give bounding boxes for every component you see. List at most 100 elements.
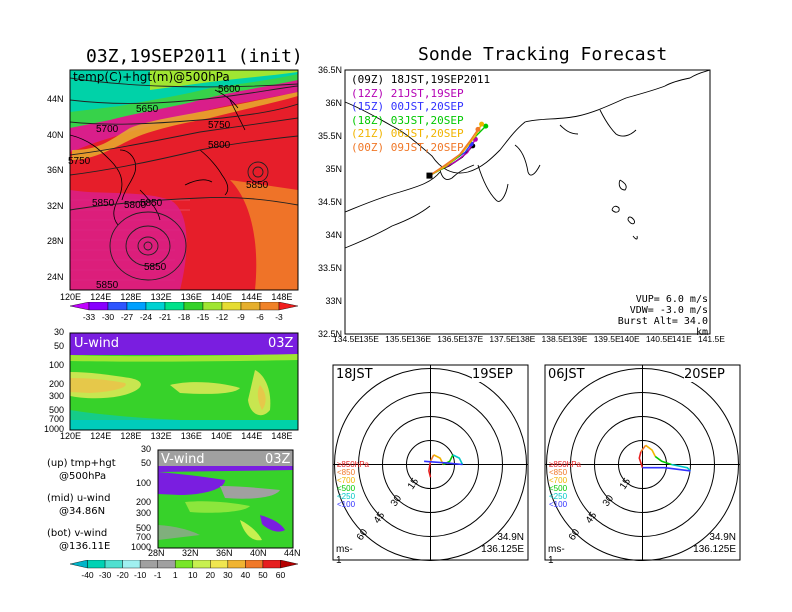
- contour-label: 5850: [92, 198, 115, 209]
- hodograph-unit: ms-1: [548, 544, 565, 566]
- track-lon-tick: 137.5E: [489, 334, 517, 344]
- colorbar-label: -1: [154, 570, 162, 580]
- colorbar-label: -12: [216, 312, 229, 322]
- pressure-legend-entry: <850: [337, 468, 356, 477]
- uwind-x-tick: 136E: [180, 431, 202, 441]
- contour-label: 5750: [208, 120, 231, 131]
- hodograph-unit: ms-1: [336, 544, 353, 566]
- legend-line: @34.86N: [59, 506, 106, 517]
- uwind-x-tick: 128E: [120, 431, 142, 441]
- colorbar-label: -18: [178, 312, 191, 322]
- hodograph-lon: 136.125E: [693, 544, 736, 555]
- hodograph-trace: [424, 460, 463, 466]
- contour-label: 5750: [68, 156, 91, 167]
- track-legend-entry: (09Z) 18JST,19SEP2011: [351, 73, 491, 86]
- legend-line: (up) tmp+hgt: [47, 458, 116, 469]
- colorbar-label: 20: [206, 570, 216, 580]
- track-param: VUP= 6.0 m/s: [635, 294, 708, 305]
- colorbar-label: -24: [140, 312, 153, 322]
- contour-label: 5700: [96, 124, 119, 135]
- pressure-legend-entry: <850: [549, 468, 568, 477]
- map500-label: temp(C)+hgt(m)@500hPa: [73, 70, 230, 84]
- colorbar-label: 1: [173, 570, 178, 580]
- pressure-tick-label: 1000: [131, 542, 152, 552]
- track-lat-tick: 34N: [325, 230, 342, 240]
- uwind-x-tick: 140E: [211, 431, 233, 441]
- colorbar-label: -27: [121, 312, 134, 322]
- track-lon-tick: 141.5E: [697, 334, 725, 344]
- lon-tick-label: 140E: [211, 292, 233, 302]
- vwind-x-tick: 32N: [182, 548, 199, 558]
- pressure-legend-entry: <100: [549, 500, 568, 509]
- colorbar-label: 50: [258, 570, 268, 580]
- track-lon-tick: 134.5E: [333, 334, 360, 344]
- track-end-point: [483, 123, 489, 129]
- hodograph-time: 06JST: [548, 367, 585, 382]
- pressure-tick-label: 700: [48, 414, 64, 425]
- track-legend-entry: (21Z) 06JST,20SEP: [351, 127, 464, 140]
- legend-line: @136.11E: [59, 541, 111, 552]
- colorbar-segment: [280, 560, 299, 569]
- hodograph-trace: [452, 454, 464, 465]
- hodograph-date: 20SEP: [684, 367, 725, 382]
- track-lon-tick: 135E: [359, 334, 379, 344]
- wind-colorbar: -40 -30 -20 -10 -1 1 10 20 30 40 50 60: [69, 560, 299, 580]
- right-title: Sonde Tracking Forecast: [418, 44, 668, 65]
- pressure-legend-entry: ≥850hPa: [337, 460, 369, 469]
- pressure-legend-entry: <500: [337, 484, 356, 493]
- pressure-tick-label: 200: [135, 497, 151, 508]
- pressure-legend-entry: ≥850hPa: [549, 460, 581, 469]
- track-lon-tick: 136.5E: [437, 334, 465, 344]
- contour-label: 5650: [136, 104, 159, 115]
- vwind-x-tick: 36N: [216, 548, 233, 558]
- uwind-x-tick: 124E: [90, 431, 112, 441]
- hodograph-trace: [638, 451, 644, 468]
- colorbar-label: 40: [241, 570, 251, 580]
- legend-block: (mid) u-wind @34.86N: [47, 492, 116, 518]
- launch-site-marker: [426, 172, 433, 179]
- colorbar-label: -40: [81, 570, 94, 580]
- legend-line: (mid) u-wind: [47, 493, 111, 504]
- hodograph-date: 19SEP: [472, 367, 513, 382]
- contour-label: 5800: [208, 140, 231, 151]
- track-params: VUP= 6.0 m/s VDW= -3.0 m/s Burst Alt= 34.0…: [600, 294, 708, 338]
- top-left-title: 03Z,19SEP2011 (init): [86, 46, 303, 67]
- colorbar-label: 30: [223, 570, 233, 580]
- colorbar-label: 60: [276, 570, 286, 580]
- lat-tick-label: 28N: [47, 236, 64, 246]
- contour-label: 5850: [144, 262, 167, 273]
- contour-label: 5600: [218, 84, 241, 95]
- lon-tick-label: 132E: [150, 292, 172, 302]
- pressure-legend-entry: <250: [549, 492, 568, 501]
- track-lon-tick: 139E: [567, 334, 588, 344]
- legend-line: @500hPa: [59, 471, 107, 482]
- pressure-tick-label: 30: [53, 327, 64, 337]
- lon-tick-label: 124E: [90, 292, 112, 302]
- lon-tick-label: 148E: [271, 292, 293, 302]
- lat-tick-label: 40N: [47, 129, 64, 140]
- pressure-legend-entry: <100: [337, 500, 356, 509]
- track-lat-tick: 35N: [325, 164, 342, 174]
- hodograph-lat: 34.9N: [497, 532, 524, 543]
- pressure-tick-label: 50: [140, 458, 151, 469]
- track-param: VDW= -3.0 m/s: [629, 305, 708, 316]
- vwind-x-tick: 40N: [250, 548, 267, 558]
- contour-label: 5800: [124, 200, 147, 211]
- hodograph-trace: [429, 454, 435, 462]
- pressure-tick-label: 500: [135, 522, 151, 533]
- track-lon-tick: 135.5E: [385, 334, 413, 344]
- hodograph-trace: [671, 463, 692, 472]
- lat-tick-label: 32N: [47, 200, 64, 211]
- track-line: [429, 129, 479, 177]
- colorbar-label: -20: [116, 570, 129, 580]
- hodograph-trace: [640, 444, 647, 453]
- track-param: Burst Alt= 34.0 km: [617, 316, 708, 338]
- colorbar-label: 10: [188, 570, 198, 580]
- track-end-point: [475, 126, 481, 132]
- colorbar-label: -9: [237, 312, 245, 322]
- track-legend: (09Z) 18JST,19SEP2011 (12Z) 21JST,19SEP (1…: [351, 73, 490, 154]
- hodograph-trace: [645, 444, 657, 457]
